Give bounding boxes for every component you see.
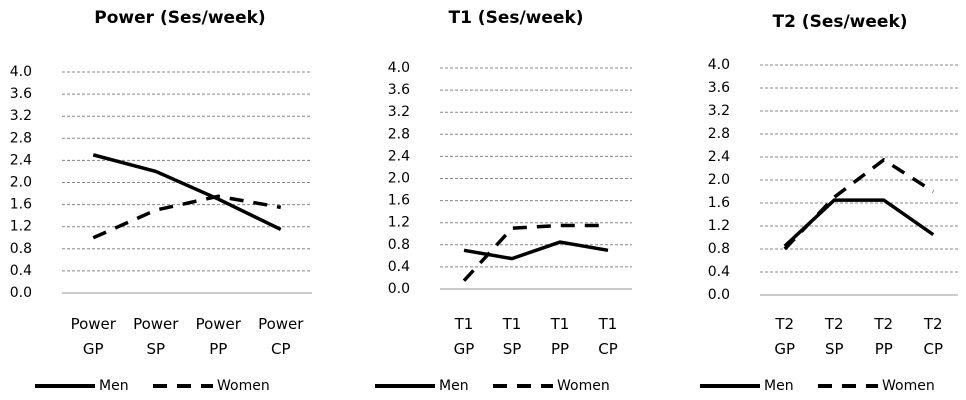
x-tick-label: T2 SP bbox=[824, 315, 844, 358]
x-tick-label: Power GP bbox=[70, 315, 116, 358]
line-series bbox=[92, 153, 282, 232]
line-series bbox=[92, 194, 282, 240]
x-tick-label: T1 GP bbox=[453, 315, 475, 358]
y-tick-label: 0.8 bbox=[708, 241, 730, 257]
y-tick-label: 0.0 bbox=[10, 285, 32, 301]
y-tick-label: 0.0 bbox=[708, 287, 730, 303]
y-tick-label: 3.6 bbox=[388, 82, 410, 98]
y-tick-label: 0.8 bbox=[388, 237, 410, 253]
chart-title: Power (Ses/week) bbox=[94, 8, 266, 28]
y-tick-label: 1.6 bbox=[708, 195, 730, 211]
y-tick-label: 0.0 bbox=[388, 281, 410, 297]
x-tick-label: Power PP bbox=[195, 315, 241, 358]
y-tick-label: 2.4 bbox=[388, 148, 410, 164]
y-tick-label: 1.2 bbox=[10, 219, 32, 235]
x-tick-label: T2 GP bbox=[774, 315, 796, 358]
y-tick-label: 3.2 bbox=[708, 103, 730, 119]
x-tick-label: T1 SP bbox=[502, 315, 522, 358]
legend-label: Men bbox=[439, 378, 469, 394]
x-tick-label: Power CP bbox=[258, 315, 304, 358]
y-tick-label: 2.0 bbox=[388, 171, 410, 187]
y-tick-label: 0.4 bbox=[708, 264, 730, 280]
y-tick-label: 1.6 bbox=[388, 193, 410, 209]
x-tick-label: T2 CP bbox=[923, 315, 944, 358]
y-tick-label: 3.6 bbox=[708, 80, 730, 96]
y-tick-label: 2.8 bbox=[10, 130, 32, 146]
y-tick-label: 2.8 bbox=[388, 126, 410, 142]
y-tick-label: 3.2 bbox=[10, 108, 32, 124]
y-tick-label: 1.6 bbox=[10, 197, 32, 213]
x-tick-label: T1 PP bbox=[550, 315, 570, 358]
y-tick-label: 2.4 bbox=[708, 149, 730, 165]
y-tick-label: 0.4 bbox=[388, 259, 410, 275]
y-tick-label: 1.2 bbox=[388, 215, 410, 231]
y-tick-label: 0.8 bbox=[10, 241, 32, 257]
x-tick-label: Power SP bbox=[133, 315, 179, 358]
line-series bbox=[462, 223, 608, 282]
y-tick-label: 0.4 bbox=[10, 263, 32, 279]
x-tick-label: T1 CP bbox=[598, 315, 618, 358]
y-tick-label: 4.0 bbox=[708, 57, 730, 73]
y-tick-label: 2.8 bbox=[708, 126, 730, 142]
legend-label: Men bbox=[764, 378, 794, 394]
y-tick-label: 4.0 bbox=[10, 64, 32, 80]
y-tick-label: 3.6 bbox=[10, 86, 32, 102]
legend-label: Women bbox=[557, 378, 610, 394]
chart-title: T2 (Ses/week) bbox=[772, 12, 908, 32]
y-tick-label: 2.0 bbox=[10, 175, 32, 191]
legend-label: Women bbox=[882, 378, 935, 394]
x-tick-label: T2 PP bbox=[874, 315, 894, 358]
line-series bbox=[783, 198, 935, 248]
y-tick-label: 3.2 bbox=[388, 104, 410, 120]
chart-title: T1 (Ses/week) bbox=[448, 8, 584, 28]
y-tick-label: 4.0 bbox=[388, 60, 410, 76]
y-tick-label: 2.4 bbox=[10, 152, 32, 168]
y-tick-label: 2.0 bbox=[708, 172, 730, 188]
legend-label: Women bbox=[217, 378, 270, 394]
line-series bbox=[783, 157, 935, 251]
legend-label: Men bbox=[99, 378, 129, 394]
y-tick-label: 1.2 bbox=[708, 218, 730, 234]
